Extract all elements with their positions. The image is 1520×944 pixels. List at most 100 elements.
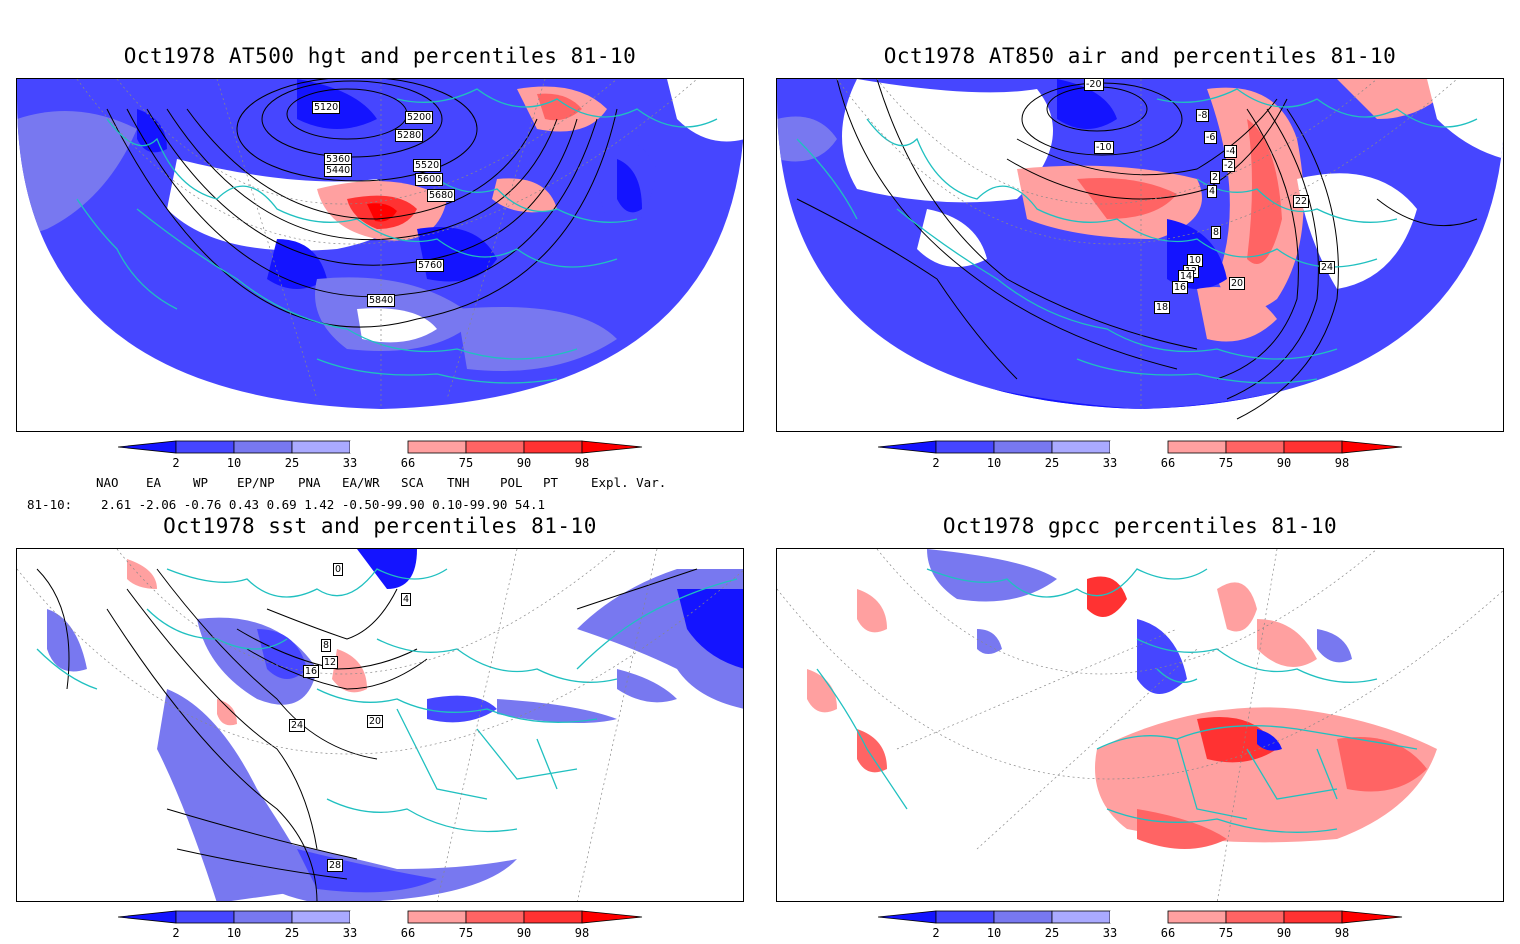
colorbar-swatch xyxy=(878,440,937,454)
colorbar-swatch xyxy=(1051,440,1111,454)
index-header: EA xyxy=(146,475,162,490)
colorbar-swatch xyxy=(407,910,467,924)
colorbar-swatch xyxy=(1110,441,1168,453)
panel-2-title: Oct1978 AT850 air and percentiles 81-10 xyxy=(883,44,1397,68)
colorbar-swatch xyxy=(1341,910,1403,924)
colorbar-tick-label: 10 xyxy=(226,926,242,940)
panel-2-contour-label: 22 xyxy=(1293,195,1310,208)
index-header: SCA xyxy=(401,475,424,490)
panel-3-contour-label: 28 xyxy=(327,859,344,872)
index-header: Expl. Var. xyxy=(591,475,667,490)
panel-3-map: 0 4 8 12 16 20 24 28 xyxy=(16,548,744,902)
panel-1-contour-label: 5520 xyxy=(413,159,442,172)
index-header: PT xyxy=(543,475,559,490)
panel-3-contour-label: 0 xyxy=(333,563,344,576)
colorbar-tick-label: 90 xyxy=(1276,456,1292,470)
panel-1-contour-label: 5200 xyxy=(405,111,434,124)
colorbar-tick-label: 33 xyxy=(342,456,358,470)
panel-2-contour-label: -10 xyxy=(1094,141,1114,154)
colorbar-tick-label: 33 xyxy=(342,926,358,940)
colorbar-swatch xyxy=(291,440,351,454)
panel-4-map xyxy=(776,548,1504,902)
panel-1-title: Oct1978 AT500 hgt and percentiles 81-10 xyxy=(123,44,637,68)
colorbar-tick-label: 75 xyxy=(458,926,474,940)
colorbar-swatches xyxy=(878,440,1403,454)
panel-2-contour-label: 4 xyxy=(1207,185,1218,198)
index-header: TNH xyxy=(447,475,470,490)
panel-1-contour-label: 5280 xyxy=(395,129,424,142)
panel-3-contour-label: 16 xyxy=(303,665,320,678)
colorbar-swatch xyxy=(291,910,351,924)
colorbar-tick-label: 25 xyxy=(1044,926,1060,940)
colorbar-swatch xyxy=(233,440,293,454)
colorbar-swatch xyxy=(1283,440,1343,454)
colorbar-swatch xyxy=(407,440,467,454)
colorbar-tick-label: 98 xyxy=(574,926,590,940)
panel-1-map: 5120 5200 5280 5360 5440 5520 5600 5680 … xyxy=(16,78,744,432)
panel-3-contour-label: 12 xyxy=(322,656,339,669)
colorbar-3: 2 10 25 33 66 75 90 98 xyxy=(118,910,648,944)
colorbar-tick-label: 90 xyxy=(1276,926,1292,940)
panel-2-contour-label: -6 xyxy=(1204,131,1218,144)
colorbar-swatch xyxy=(523,440,583,454)
colorbar-swatch xyxy=(465,910,525,924)
colorbar-tick-label: 10 xyxy=(986,926,1002,940)
index-row-label: 81-10: xyxy=(27,497,73,512)
colorbar-swatch xyxy=(581,910,643,924)
colorbar-tick-label: 75 xyxy=(458,456,474,470)
colorbar-swatch xyxy=(350,441,408,453)
panel-2-contour-label: -2 xyxy=(1222,159,1236,172)
panel-2-contour-label: 2 xyxy=(1210,171,1221,184)
colorbar-tick-label: 98 xyxy=(1334,926,1350,940)
colorbar-swatch xyxy=(935,440,995,454)
colorbar-tick-label: 75 xyxy=(1218,456,1234,470)
colorbar-tick-label: 25 xyxy=(284,926,300,940)
colorbar-swatch xyxy=(1341,440,1403,454)
panel-4-title: Oct1978 gpcc percentiles 81-10 xyxy=(942,514,1338,538)
colorbar-swatch xyxy=(1167,440,1227,454)
colorbar-swatch xyxy=(465,440,525,454)
colorbar-swatch xyxy=(993,910,1053,924)
colorbar-tick-label: 10 xyxy=(226,456,242,470)
colorbar-swatches xyxy=(878,910,1403,924)
colorbar-tick-label: 66 xyxy=(400,456,416,470)
colorbar-tick-label: 2 xyxy=(172,926,180,940)
colorbar-swatch xyxy=(1225,910,1285,924)
colorbar-swatch xyxy=(118,440,177,454)
panel-2-contour-label: 8 xyxy=(1211,226,1222,239)
index-header: EP/NP xyxy=(237,475,275,490)
panel-3-title: Oct1978 sst and percentiles 81-10 xyxy=(163,514,597,538)
panel-1-contour-label: 5440 xyxy=(324,164,353,177)
colorbar-tick-label: 10 xyxy=(986,456,1002,470)
panel-2-contour-label: 18 xyxy=(1154,301,1171,314)
colorbar-tick-label: 75 xyxy=(1218,926,1234,940)
colorbar-tick-label: 25 xyxy=(284,456,300,470)
colorbar-tick-label: 2 xyxy=(932,456,940,470)
colorbar-swatch xyxy=(1110,911,1168,923)
colorbar-swatch xyxy=(1283,910,1343,924)
colorbar-swatch xyxy=(118,910,177,924)
colorbar-swatch xyxy=(935,910,995,924)
panel-2-map: -20 -10 -8 -6 -4 -2 2 4 8 10 12 14 16 18… xyxy=(776,78,1504,432)
colorbar-swatches xyxy=(118,440,643,454)
panel-2-contour-label: -20 xyxy=(1084,79,1104,91)
colorbar-tick-label: 2 xyxy=(172,456,180,470)
colorbar-4: 2 10 25 33 66 75 90 98 xyxy=(878,910,1408,944)
panel-1-contour-label: 5120 xyxy=(312,101,341,114)
colorbar-2: 2 10 25 33 66 75 90 98 xyxy=(878,440,1408,474)
colorbar-tick-label: 66 xyxy=(1160,456,1176,470)
colorbar-swatch xyxy=(233,910,293,924)
panel-1-contour-label: 5760 xyxy=(416,259,445,272)
colorbar-tick-label: 66 xyxy=(400,926,416,940)
colorbar-swatch xyxy=(581,440,643,454)
colorbar-tick-label: 90 xyxy=(516,926,532,940)
index-header: EA/WR xyxy=(342,475,380,490)
panel-3-contour-label: 24 xyxy=(289,719,306,732)
panel-3-contour-label: 8 xyxy=(321,639,332,652)
panel-3-contour-label: 4 xyxy=(401,593,412,606)
colorbar-tick-label: 33 xyxy=(1102,926,1118,940)
teleconnection-indices: NAO EA WP EP/NP PNA EA/WR SCA TNH POL PT… xyxy=(0,472,740,516)
panel-2-contour-label: 24 xyxy=(1319,261,1336,274)
colorbar-swatch xyxy=(350,911,408,923)
colorbar-swatch xyxy=(1051,910,1111,924)
